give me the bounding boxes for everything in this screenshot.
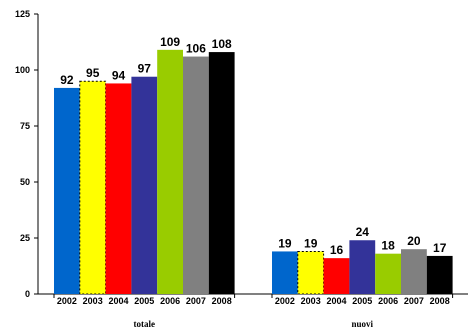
bars — [54, 49, 453, 295]
x-tick-label: 2003 — [83, 296, 103, 306]
x-tick-label: 2002 — [57, 296, 77, 306]
y-tick-label: 50 — [20, 177, 30, 187]
group-label-nuovi: nuovi — [352, 319, 374, 329]
bar-totale-2002 — [54, 87, 80, 294]
y-tick-label: 100 — [15, 65, 30, 75]
data-label-nuovi-2004: 16 — [330, 243, 344, 257]
data-label-nuovi-2003: 19 — [304, 236, 318, 250]
y-tick-label: 25 — [20, 233, 30, 243]
x-tick-label: 2004 — [108, 296, 128, 306]
bar-nuovi-2005 — [349, 240, 376, 294]
bar-nuovi-2004 — [323, 258, 350, 294]
y-axis: 0 25 50 75 100 125 — [15, 9, 39, 299]
x-tick-label: 2003 — [301, 296, 321, 306]
data-label-totale-2004: 94 — [112, 68, 126, 82]
x-tick-label: 2008 — [212, 296, 232, 306]
x-tick-label: 2007 — [404, 296, 424, 306]
bar-nuovi-2002 — [272, 251, 298, 294]
x-tick-label: 2008 — [430, 296, 450, 306]
data-label-nuovi-2005: 24 — [356, 225, 370, 239]
x-tick-label: 2004 — [326, 296, 346, 306]
x-tick-label: 2005 — [134, 296, 154, 306]
data-label-nuovi-2002: 19 — [278, 236, 292, 250]
bar-nuovi-2007 — [401, 249, 427, 294]
y-tick-label: 0 — [25, 289, 30, 299]
data-label-totale-2008: 108 — [212, 37, 232, 51]
data-label-totale-2003: 95 — [86, 66, 100, 80]
data-labels: 92 95 94 97 109 106 108 19 19 16 24 18 20 17 — [60, 35, 446, 257]
x-tick-label: 2005 — [352, 296, 372, 306]
data-label-totale-2002: 92 — [60, 73, 74, 87]
bar-totale-2004 — [105, 83, 132, 294]
data-label-totale-2006: 109 — [160, 35, 180, 49]
group-label-totale: totale — [134, 319, 156, 329]
x-tick-label: 2007 — [186, 296, 206, 306]
x-axis: 2002 2003 2004 2005 2006 2007 2008 totale 2002 20… — [38, 293, 468, 329]
bar-totale-2005 — [131, 76, 158, 294]
data-label-totale-2007: 106 — [186, 42, 206, 56]
y-tick-label: 125 — [15, 9, 30, 19]
bar-totale-2007 — [183, 56, 209, 295]
y-tick-label: 75 — [20, 121, 30, 131]
bar-nuovi-2003 — [297, 250, 325, 295]
x-tick-label: 2006 — [378, 296, 398, 306]
bar-nuovi-2006 — [375, 253, 401, 294]
bar-nuovi-2008 — [426, 255, 453, 294]
data-label-nuovi-2008: 17 — [433, 241, 447, 255]
bar-totale-2006 — [157, 49, 183, 295]
bar-totale-2003 — [79, 80, 107, 295]
x-tick-label: 2006 — [160, 296, 180, 306]
data-label-nuovi-2007: 20 — [407, 234, 421, 248]
bar-totale-2008 — [208, 52, 235, 294]
data-label-totale-2005: 97 — [138, 62, 152, 76]
data-label-nuovi-2006: 18 — [381, 239, 395, 253]
x-tick-label: 2002 — [275, 296, 295, 306]
